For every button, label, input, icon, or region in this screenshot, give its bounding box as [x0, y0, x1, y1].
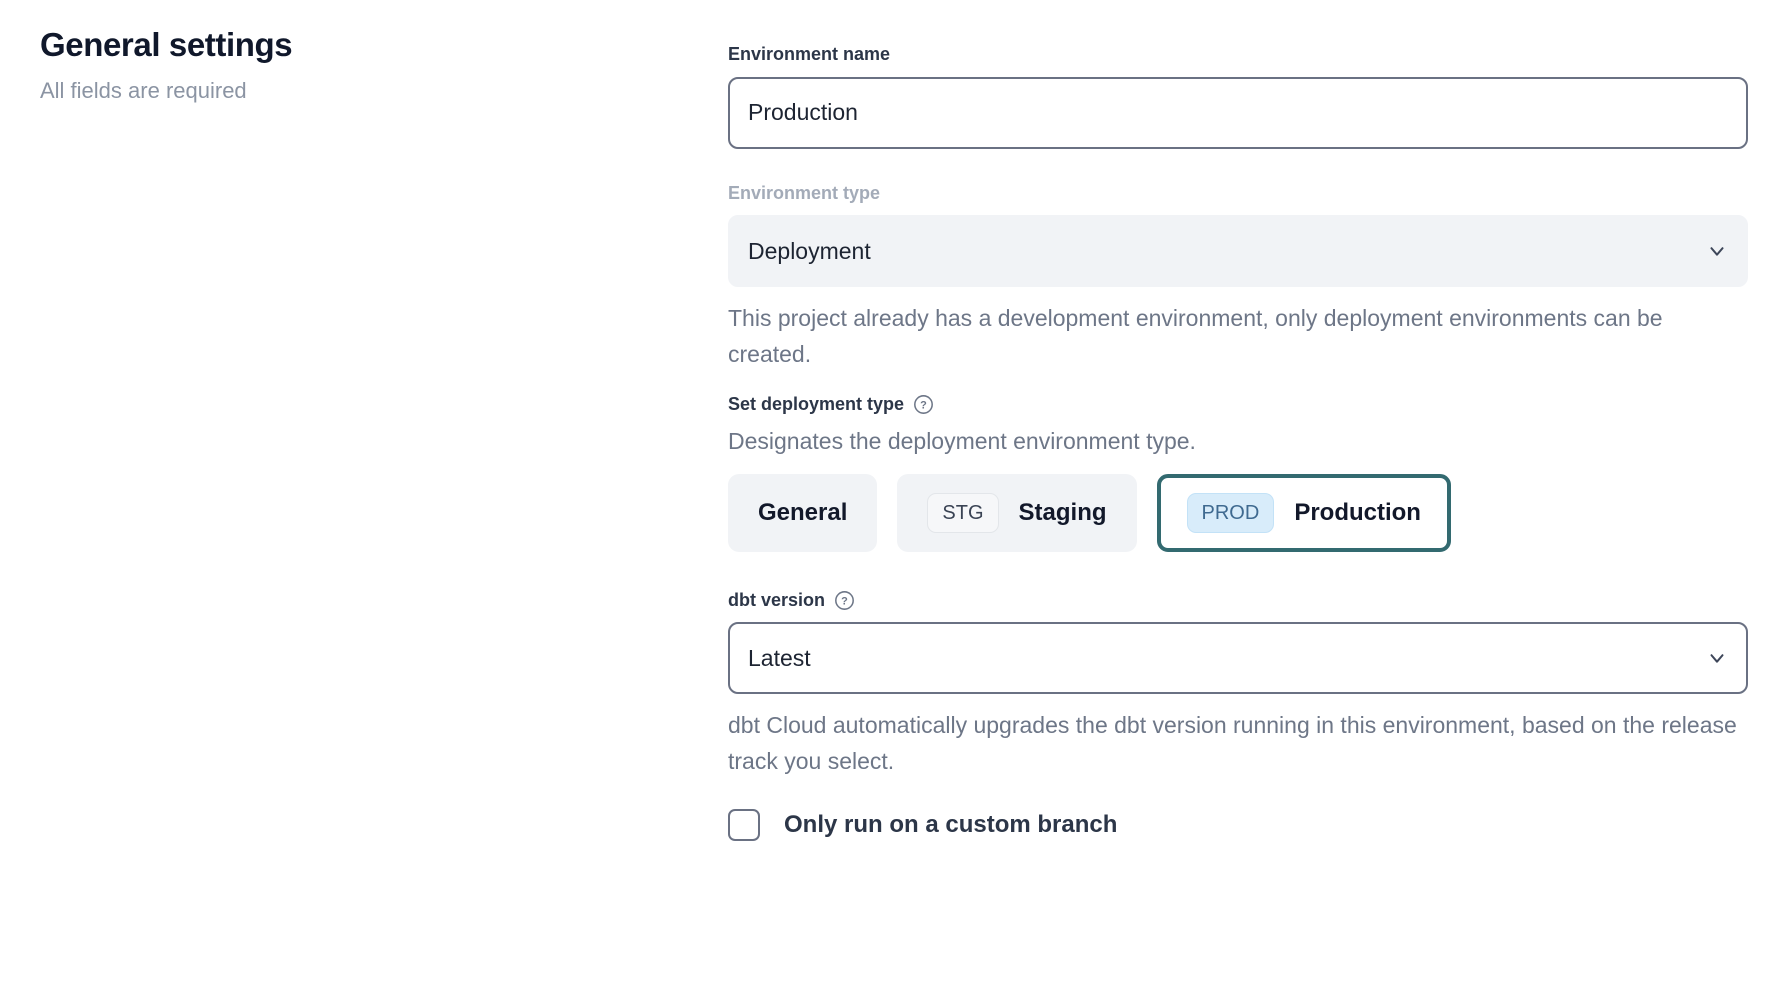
- chevron-down-icon: [1706, 240, 1728, 262]
- deployment-type-option-staging[interactable]: STG Staging: [897, 473, 1137, 552]
- production-badge: PROD: [1186, 492, 1275, 533]
- custom-branch-checkbox[interactable]: [728, 809, 760, 842]
- staging-badge: STG: [927, 492, 999, 533]
- deployment-type-option-staging-label: Staging: [1018, 498, 1107, 526]
- deployment-type-option-production-label: Production: [1294, 498, 1421, 526]
- dbt-version-field: dbt version ? Latest dbt Cloud automatic…: [728, 590, 1748, 780]
- environment-name-field: Environment name Production: [728, 44, 1748, 149]
- environment-type-select[interactable]: Deployment: [728, 215, 1748, 288]
- svg-text:?: ?: [920, 400, 927, 412]
- question-circle-icon[interactable]: ?: [834, 590, 855, 611]
- svg-text:?: ?: [841, 596, 848, 608]
- dbt-version-value: Latest: [748, 644, 811, 671]
- environment-name-label-text: Environment name: [728, 44, 891, 64]
- custom-branch-row: Only run on a custom branch: [728, 809, 1748, 842]
- settings-form: Environment name Production Environment …: [728, 44, 1748, 842]
- deployment-type-label: Set deployment type ?: [728, 394, 1748, 416]
- environment-type-help-text: This project already has a development e…: [728, 305, 1663, 368]
- deployment-type-button-group: General STG Staging PROD Production: [728, 473, 1748, 552]
- dbt-version-select[interactable]: Latest: [728, 622, 1748, 695]
- environment-type-field: Environment type Deployment This project…: [728, 183, 1748, 373]
- environment-type-label-text: Environment type: [728, 182, 881, 203]
- dbt-version-label: dbt version ?: [728, 590, 1748, 612]
- environment-name-label: Environment name: [728, 44, 1748, 66]
- chevron-down-icon: [1706, 647, 1728, 669]
- custom-branch-label[interactable]: Only run on a custom branch: [784, 811, 1118, 839]
- deployment-type-option-general[interactable]: General: [728, 473, 878, 552]
- dbt-version-help-text: dbt Cloud automatically upgrades the dbt…: [728, 712, 1737, 775]
- settings-intro-panel: General settings All fields are required: [40, 26, 640, 104]
- environment-type-value: Deployment: [748, 237, 871, 264]
- deployment-type-label-text: Set deployment type: [728, 394, 905, 415]
- deployment-type-option-production[interactable]: PROD Production: [1156, 473, 1451, 552]
- environment-name-input[interactable]: Production: [728, 76, 1748, 149]
- question-circle-icon[interactable]: ?: [913, 394, 934, 415]
- page-subtitle: All fields are required: [40, 77, 247, 103]
- page-title: General settings: [40, 26, 293, 63]
- deployment-type-description: Designates the deployment environment ty…: [728, 427, 1196, 454]
- deployment-type-field: Set deployment type ? Designates the dep…: [728, 394, 1748, 552]
- dbt-version-label-text: dbt version: [728, 589, 826, 610]
- environment-type-label: Environment type: [728, 183, 1748, 205]
- deployment-type-option-general-label: General: [758, 498, 848, 526]
